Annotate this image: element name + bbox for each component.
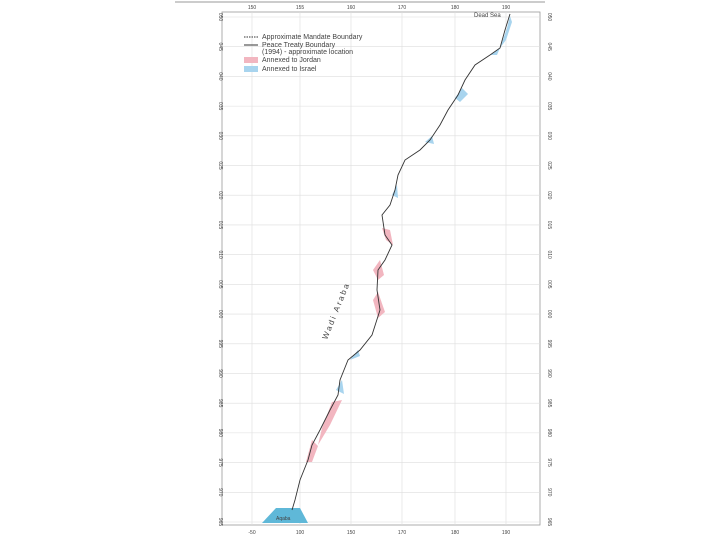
grid-label: 180 — [451, 5, 460, 11]
grid-label: 035 — [546, 102, 552, 111]
legend-label: Annexed to Jordan — [262, 57, 321, 64]
legend-swatch — [244, 57, 258, 63]
aqaba-area — [262, 508, 308, 523]
grid-label: 010 — [217, 250, 223, 259]
grid-label: 975 — [546, 458, 552, 467]
grid-label: 985 — [546, 399, 552, 408]
grid-label: 970 — [546, 488, 552, 497]
grid-label: 995 — [217, 340, 223, 349]
grid-label: 965 — [217, 518, 223, 527]
grid-label: 035 — [217, 102, 223, 111]
grid-label: 015 — [546, 221, 552, 230]
grid-label: 040 — [217, 72, 223, 81]
grid-label: 170 — [398, 5, 407, 11]
grid-label: 050 — [217, 13, 223, 22]
grid-label: 975 — [217, 458, 223, 467]
grid-label: 170 — [398, 530, 407, 536]
grid-label: 190 — [502, 530, 511, 536]
grid-label: 980 — [546, 429, 552, 438]
legend-label: Approximate Mandate Boundary — [262, 34, 363, 41]
grid-label: 995 — [546, 340, 552, 349]
place-label: Wadi Araba — [321, 281, 352, 341]
grid-label: 005 — [217, 280, 223, 289]
israel-area — [500, 16, 512, 48]
grid-label: 025 — [217, 161, 223, 170]
grid-label: 150 — [248, 5, 257, 11]
grid-label: 050 — [546, 13, 552, 22]
legend-label: Peace Treaty Boundary — [262, 42, 336, 49]
grid-label: 985 — [217, 399, 223, 408]
place-label: Dead Sea — [474, 13, 501, 19]
grid-label: 020 — [546, 191, 552, 200]
boundary-line — [291, 13, 511, 511]
grid-label: 965 — [546, 518, 552, 527]
grid-label: 980 — [217, 429, 223, 438]
grid-label: 020 — [217, 191, 223, 200]
jordan-area — [306, 440, 318, 462]
grid-label: 005 — [546, 280, 552, 289]
grid-label: 045 — [546, 43, 552, 52]
grid-label: 040 — [546, 72, 552, 81]
grid-label: 025 — [546, 161, 552, 170]
legend: Approximate Mandate Boundary Peace Treat… — [244, 34, 363, 73]
grid-label: 970 — [217, 488, 223, 497]
grid-label: 150 — [347, 530, 356, 536]
legend-label: (1994) - approximate location — [262, 49, 353, 56]
grid — [222, 12, 540, 525]
grid-label: 045 — [217, 43, 223, 52]
grid-label: 990 — [546, 369, 552, 378]
jordan-area — [318, 400, 342, 445]
israel-area — [455, 88, 468, 102]
grid-label: 990 — [217, 369, 223, 378]
israel-area — [336, 380, 344, 394]
grid-label: 030 — [546, 132, 552, 141]
place-label: Aqaba — [276, 516, 291, 522]
grid-label: 155 — [296, 5, 305, 11]
grid-label: 160 — [347, 5, 356, 11]
grid-label: 030 — [217, 132, 223, 141]
grid-label: 190 — [502, 5, 511, 11]
map-frame — [221, 11, 541, 526]
grid-label: 100 — [296, 530, 305, 536]
grid-label: 010 — [546, 250, 552, 259]
jordan-area — [382, 228, 393, 245]
grid-label: -50 — [248, 530, 255, 536]
legend-label: Annexed to Israel — [262, 66, 317, 73]
grid-label: 015 — [217, 221, 223, 230]
legend-swatch — [244, 66, 258, 72]
annexed-areas — [262, 16, 512, 523]
grid-label: 000 — [546, 310, 552, 319]
grid-label: 180 — [451, 530, 460, 536]
grid-label: 000 — [217, 310, 223, 319]
